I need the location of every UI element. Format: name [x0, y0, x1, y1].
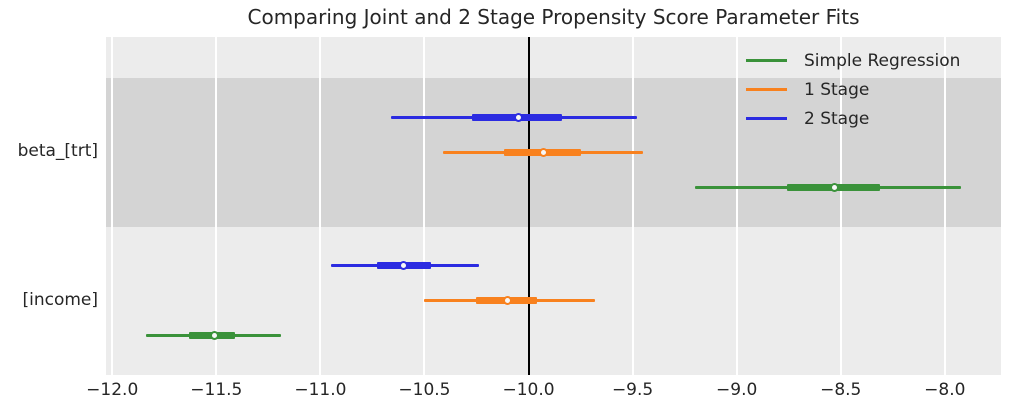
x-tick-label: −10.0: [502, 380, 555, 400]
grid-line: [943, 37, 946, 375]
legend-item: 1 Stage: [746, 75, 960, 104]
mean-marker-one_stage: [503, 296, 513, 306]
mean-marker-two_stage: [399, 261, 409, 271]
mean-marker-simple_regression: [209, 331, 219, 341]
x-tick-label: −9.0: [716, 380, 758, 400]
grid-line: [319, 37, 322, 375]
grid-line: [735, 37, 738, 375]
legend-label: 1 Stage: [804, 79, 870, 100]
plot-area: Simple Regression 1 Stage 2 Stage: [106, 37, 1001, 375]
grid-line: [215, 37, 218, 375]
legend: Simple Regression 1 Stage 2 Stage: [746, 46, 960, 133]
legend-line-swatch-one_stage: [746, 88, 787, 91]
y-axis-label: beta_[trt]: [17, 141, 98, 162]
band-top-strip: [106, 37, 1001, 78]
legend-label: 2 Stage: [804, 108, 870, 129]
legend-item: Simple Regression: [746, 46, 960, 75]
chart-title: Comparing Joint and 2 Stage Propensity S…: [247, 5, 860, 29]
mean-marker-simple_regression: [829, 182, 839, 192]
mean-marker-one_stage: [538, 147, 548, 157]
grid-line: [631, 37, 634, 375]
x-tick-label: −8.0: [924, 380, 966, 400]
x-tick-label: −9.5: [611, 380, 654, 400]
grid-line: [111, 37, 114, 375]
legend-item: 2 Stage: [746, 104, 960, 133]
x-tick-label: −10.5: [398, 380, 451, 400]
x-tick-label: −11.5: [190, 380, 243, 400]
grid-line: [423, 37, 426, 375]
legend-label: Simple Regression: [804, 50, 961, 71]
x-tick-label: −11.0: [294, 380, 347, 400]
x-tick-label: −12.0: [86, 380, 139, 400]
mean-marker-two_stage: [513, 112, 523, 122]
x-tick-label: −8.5: [820, 380, 862, 400]
y-axis-label: [income]: [22, 289, 98, 310]
reference-line: [527, 37, 530, 375]
grid-line: [839, 37, 842, 375]
legend-line-swatch-two_stage: [746, 117, 787, 120]
legend-line-swatch-simple_regression: [746, 59, 787, 62]
